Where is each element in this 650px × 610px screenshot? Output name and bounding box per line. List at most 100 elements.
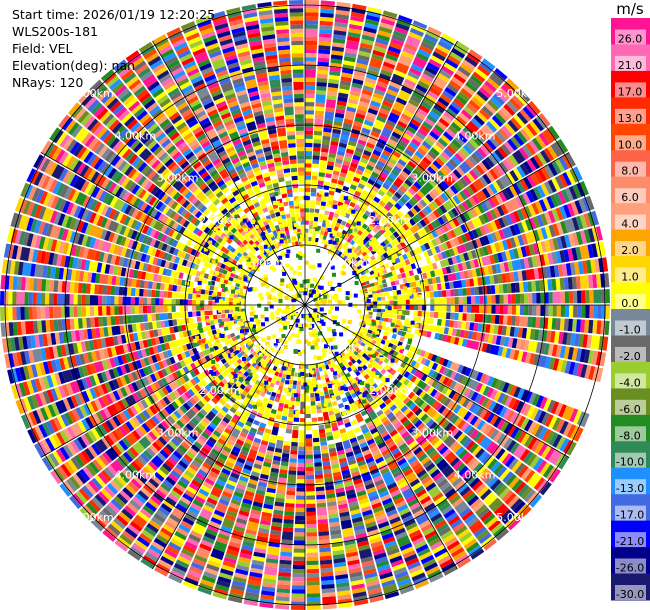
gate-cells [164,260,202,277]
gate-cells [321,58,369,228]
gate-cells [83,403,92,416]
gate-cells [246,456,255,463]
gate-cells [147,306,152,314]
near-range-gate [317,263,322,268]
gate-cells [248,413,256,420]
gate-cells [50,470,62,485]
gate-cells [1,333,53,353]
gate-cells [74,270,210,295]
gate-cells [169,451,218,524]
gate-cells [130,370,237,472]
gate-cells [365,332,371,338]
gate-cells [464,109,532,169]
gate-cells [390,520,430,589]
near-range-gate [321,364,326,369]
gate-cells [88,499,101,512]
near-range-gate [300,364,305,369]
gate-cells [520,433,552,459]
near-range-gate [246,257,251,262]
gate-cells [332,467,354,538]
gate-cells [160,48,261,222]
gate-cells [136,200,145,210]
gate-cells [576,182,586,197]
near-range-gate [252,359,256,364]
gate-cells [332,33,456,253]
gate-cells [130,230,138,240]
gate-cells [547,399,556,413]
gate-cells [309,220,314,225]
gate-cells [501,215,510,227]
gate-cells [467,198,520,230]
near-range-gate [390,358,395,363]
gate-cells [319,6,383,240]
near-range-gate [312,383,316,388]
gate-cells [341,469,351,476]
gate-cells [366,321,415,340]
colorbar-tick-bg [615,452,646,468]
gate-cells [44,160,168,234]
near-range-gate [399,345,403,350]
gate-cells [249,477,268,520]
gate-cells [492,166,502,178]
gate-cells [61,228,69,241]
gate-cells [320,567,336,594]
gate-cells [391,447,438,516]
near-range-gate [328,299,332,304]
near-range-gate [284,362,289,367]
gate-cells [136,145,260,263]
gate-cells [247,32,288,199]
gate-cells [375,316,591,364]
azimuth-spoke [40,304,306,458]
near-range-gate [342,318,347,323]
gate-cells [408,80,430,108]
gate-cells [374,332,544,408]
gate-cells [147,246,245,286]
colorbar-tick-label: 26.0 [618,33,643,46]
gate-cells [259,14,273,20]
gate-cells [376,423,387,435]
gate-cells [400,121,447,179]
gate-cells [238,521,259,564]
gate-cells [350,466,359,474]
near-range-gate [293,223,298,227]
gate-cells [346,394,435,565]
gate-cells [397,147,427,182]
gate-cells [465,248,520,270]
gate-cells [428,86,441,97]
near-range-gate [268,345,273,350]
near-range-gate [330,315,335,320]
near-range-gate [211,359,216,364]
gate-cells [546,330,552,343]
near-range-gate [397,249,402,254]
gate-cells [413,169,462,213]
gate-cells [317,519,328,524]
gate-cells [455,462,466,473]
gate-cells [127,239,135,249]
near-range-gate [371,371,376,376]
colorbar-tick-bg [615,29,646,45]
near-range-gate [271,359,275,364]
gate-cells [422,393,430,402]
near-range-gate [285,305,290,310]
gate-cells [193,106,218,140]
gate-cells [104,381,113,393]
gate-cells [173,384,212,419]
gate-cells [234,443,268,529]
near-range-gate [352,271,357,275]
near-range-gate [196,297,201,302]
gate-cells [490,285,496,295]
near-range-gate [266,218,271,223]
gate-cells [305,434,312,439]
near-range-gate [372,353,376,358]
near-range-gate [368,350,373,355]
near-range-gate [278,218,283,223]
gate-cells [402,224,449,253]
gate-cells [596,320,602,335]
gate-cells [65,216,123,245]
gate-cells [391,333,397,340]
gate-cells [8,320,47,336]
near-range-gate [369,241,373,246]
near-range-gate [366,306,371,311]
gate-cells [153,537,167,548]
